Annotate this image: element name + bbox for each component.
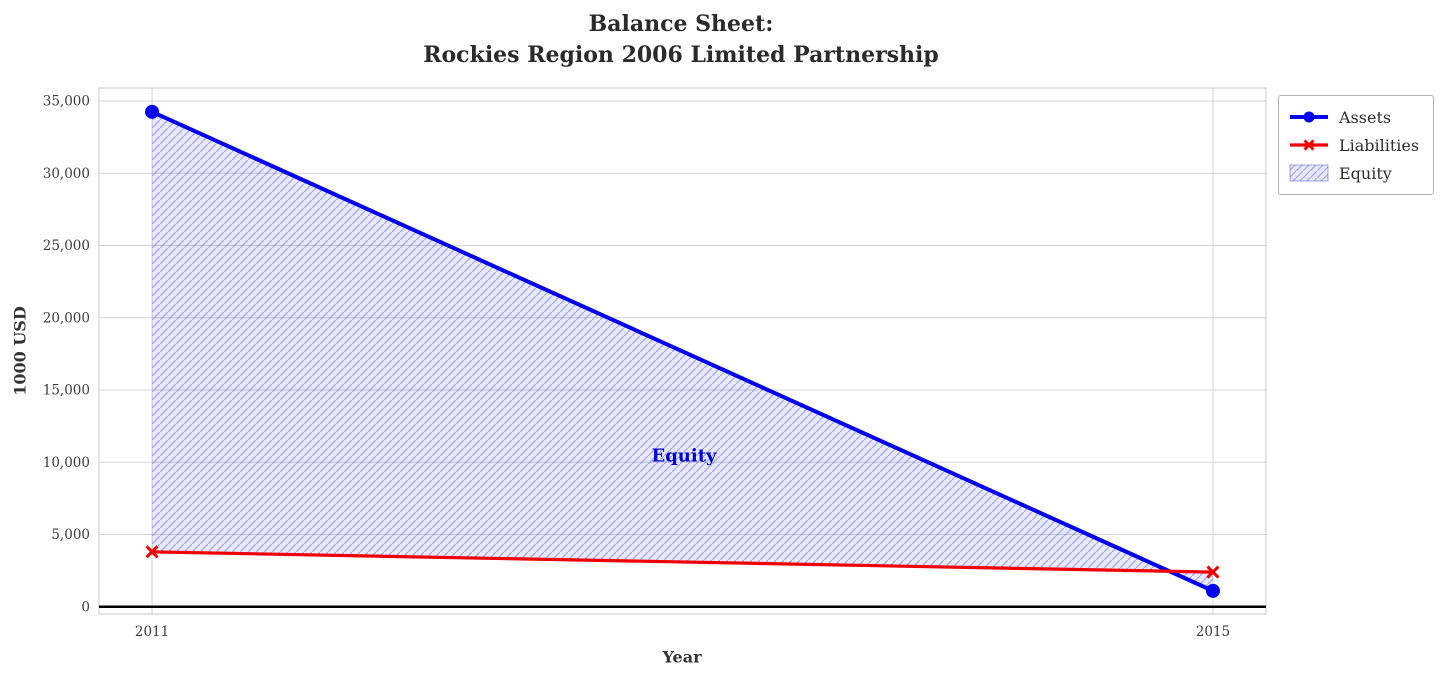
liabilities-line (152, 550, 1213, 574)
x-tick-label: 2011 (135, 624, 169, 640)
liabilities-marker (145, 545, 159, 559)
assets-marker (145, 104, 160, 119)
assets-line (151, 110, 1214, 593)
y-tick-label: 0 (81, 599, 90, 615)
legend: Assets Liabilities Equity (1278, 95, 1435, 195)
legend-label-liabilities: Liabilities (1339, 135, 1420, 155)
chart-title: Balance Sheet: Rockies Region 2006 Limit… (97, 9, 1265, 71)
y-tick-label: 15,000 (43, 383, 90, 399)
assets-marker (1205, 583, 1220, 598)
liabilities-marker (1206, 565, 1220, 579)
legend-item-liabilities: Liabilities (1289, 134, 1419, 156)
assets-line-icon (1290, 111, 1328, 123)
chart-title-line2: Rockies Region 2006 Limited Partnership (423, 42, 939, 69)
x-tick-label: 2015 (1196, 624, 1230, 640)
y-tick-label: 10,000 (43, 455, 90, 471)
x-axis-label: Year (662, 647, 702, 667)
legend-label-equity: Equity (1339, 163, 1392, 183)
plot-border (98, 87, 1267, 615)
y-tick-label: 35,000 (43, 94, 90, 110)
legend-label-assets: Assets (1339, 107, 1392, 127)
liabilities-line-icon (1290, 139, 1328, 151)
y-tick-label: 5,000 (51, 527, 90, 543)
y-tick-label: 30,000 (43, 166, 90, 182)
equity-patch-icon (1289, 164, 1329, 182)
legend-item-assets: Assets (1289, 106, 1419, 128)
y-axis-label: 1000 USD (10, 306, 30, 396)
equity-annotation: Equity (651, 445, 717, 467)
y-tick-label: 25,000 (43, 238, 90, 254)
chart-title-line1: Balance Sheet: (588, 11, 774, 37)
legend-item-equity: Equity (1289, 162, 1419, 184)
y-tick-label: 20,000 (43, 310, 90, 326)
